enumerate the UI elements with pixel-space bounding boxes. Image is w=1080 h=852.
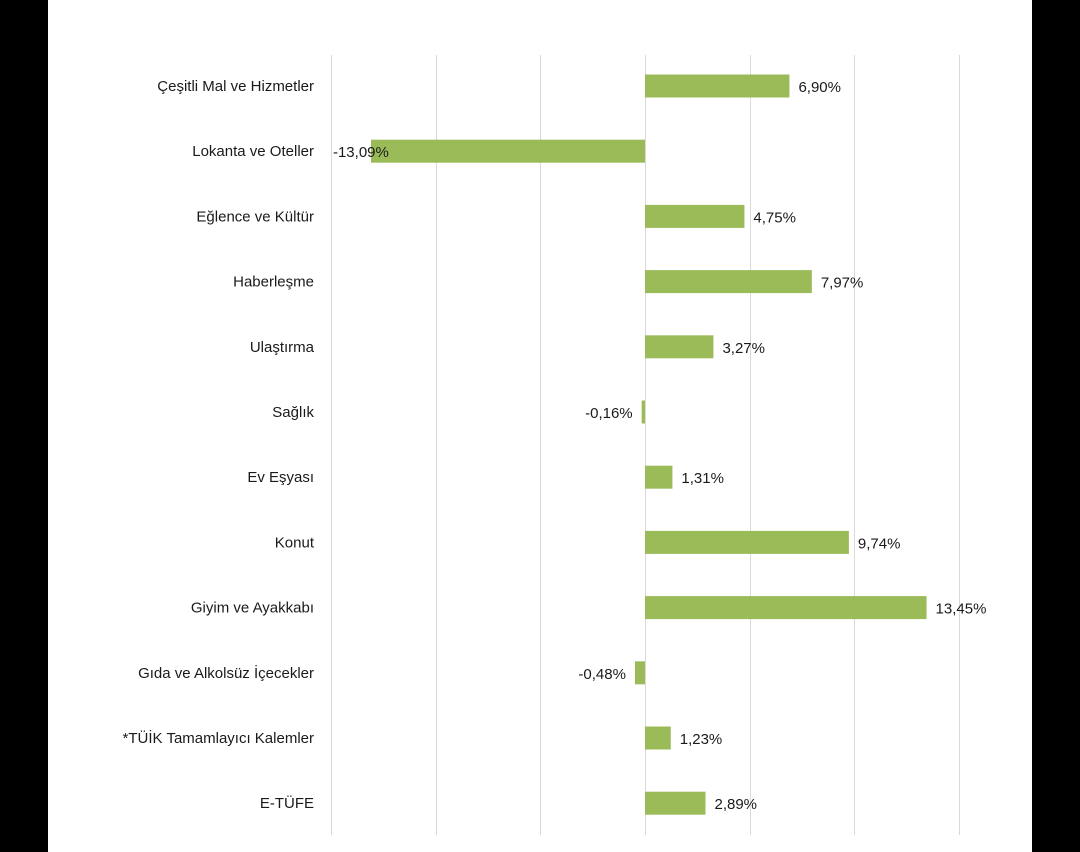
bar	[370, 139, 645, 163]
category-label: Lokanta ve Oteller	[192, 143, 314, 160]
bar	[634, 661, 645, 685]
category-label: Eğlence ve Kültür	[196, 208, 314, 225]
bar	[645, 726, 671, 750]
bar	[641, 400, 645, 424]
bar	[645, 74, 790, 98]
bar	[645, 530, 849, 554]
data-label: 7,97%	[821, 275, 864, 292]
category-label: Konut	[275, 534, 315, 551]
bar	[645, 335, 714, 359]
bar	[645, 791, 706, 815]
category-label: Sağlık	[272, 404, 314, 421]
data-label: -0,48%	[578, 666, 626, 683]
data-label: 1,23%	[680, 731, 723, 748]
category-label: Gıda ve Alkolsüz İçecekler	[138, 664, 314, 682]
category-label: Çeşitli Mal ve Hizmetler	[157, 78, 314, 95]
category-label: Ulaştırma	[250, 339, 315, 356]
data-label: 2,89%	[714, 796, 757, 813]
category-label: *TÜİK Tamamlayıcı Kalemler	[123, 729, 314, 747]
category-label: E-TÜFE	[260, 794, 314, 812]
category-label: Haberleşme	[233, 274, 314, 291]
data-label: 6,90%	[798, 79, 841, 96]
data-label: 4,75%	[753, 209, 796, 226]
bar	[645, 204, 745, 228]
data-label: 13,45%	[936, 601, 987, 618]
data-label: 9,74%	[858, 535, 901, 552]
data-label: 1,31%	[681, 470, 724, 487]
category-label: Giyim ve Ayakkabı	[191, 600, 314, 617]
data-label: -0,16%	[585, 405, 633, 422]
bar	[645, 596, 927, 620]
data-label: 3,27%	[722, 340, 765, 357]
bar	[645, 270, 812, 294]
data-label: -13,09%	[333, 144, 389, 161]
category-label: Ev Eşyası	[247, 469, 314, 486]
bar	[645, 465, 673, 489]
